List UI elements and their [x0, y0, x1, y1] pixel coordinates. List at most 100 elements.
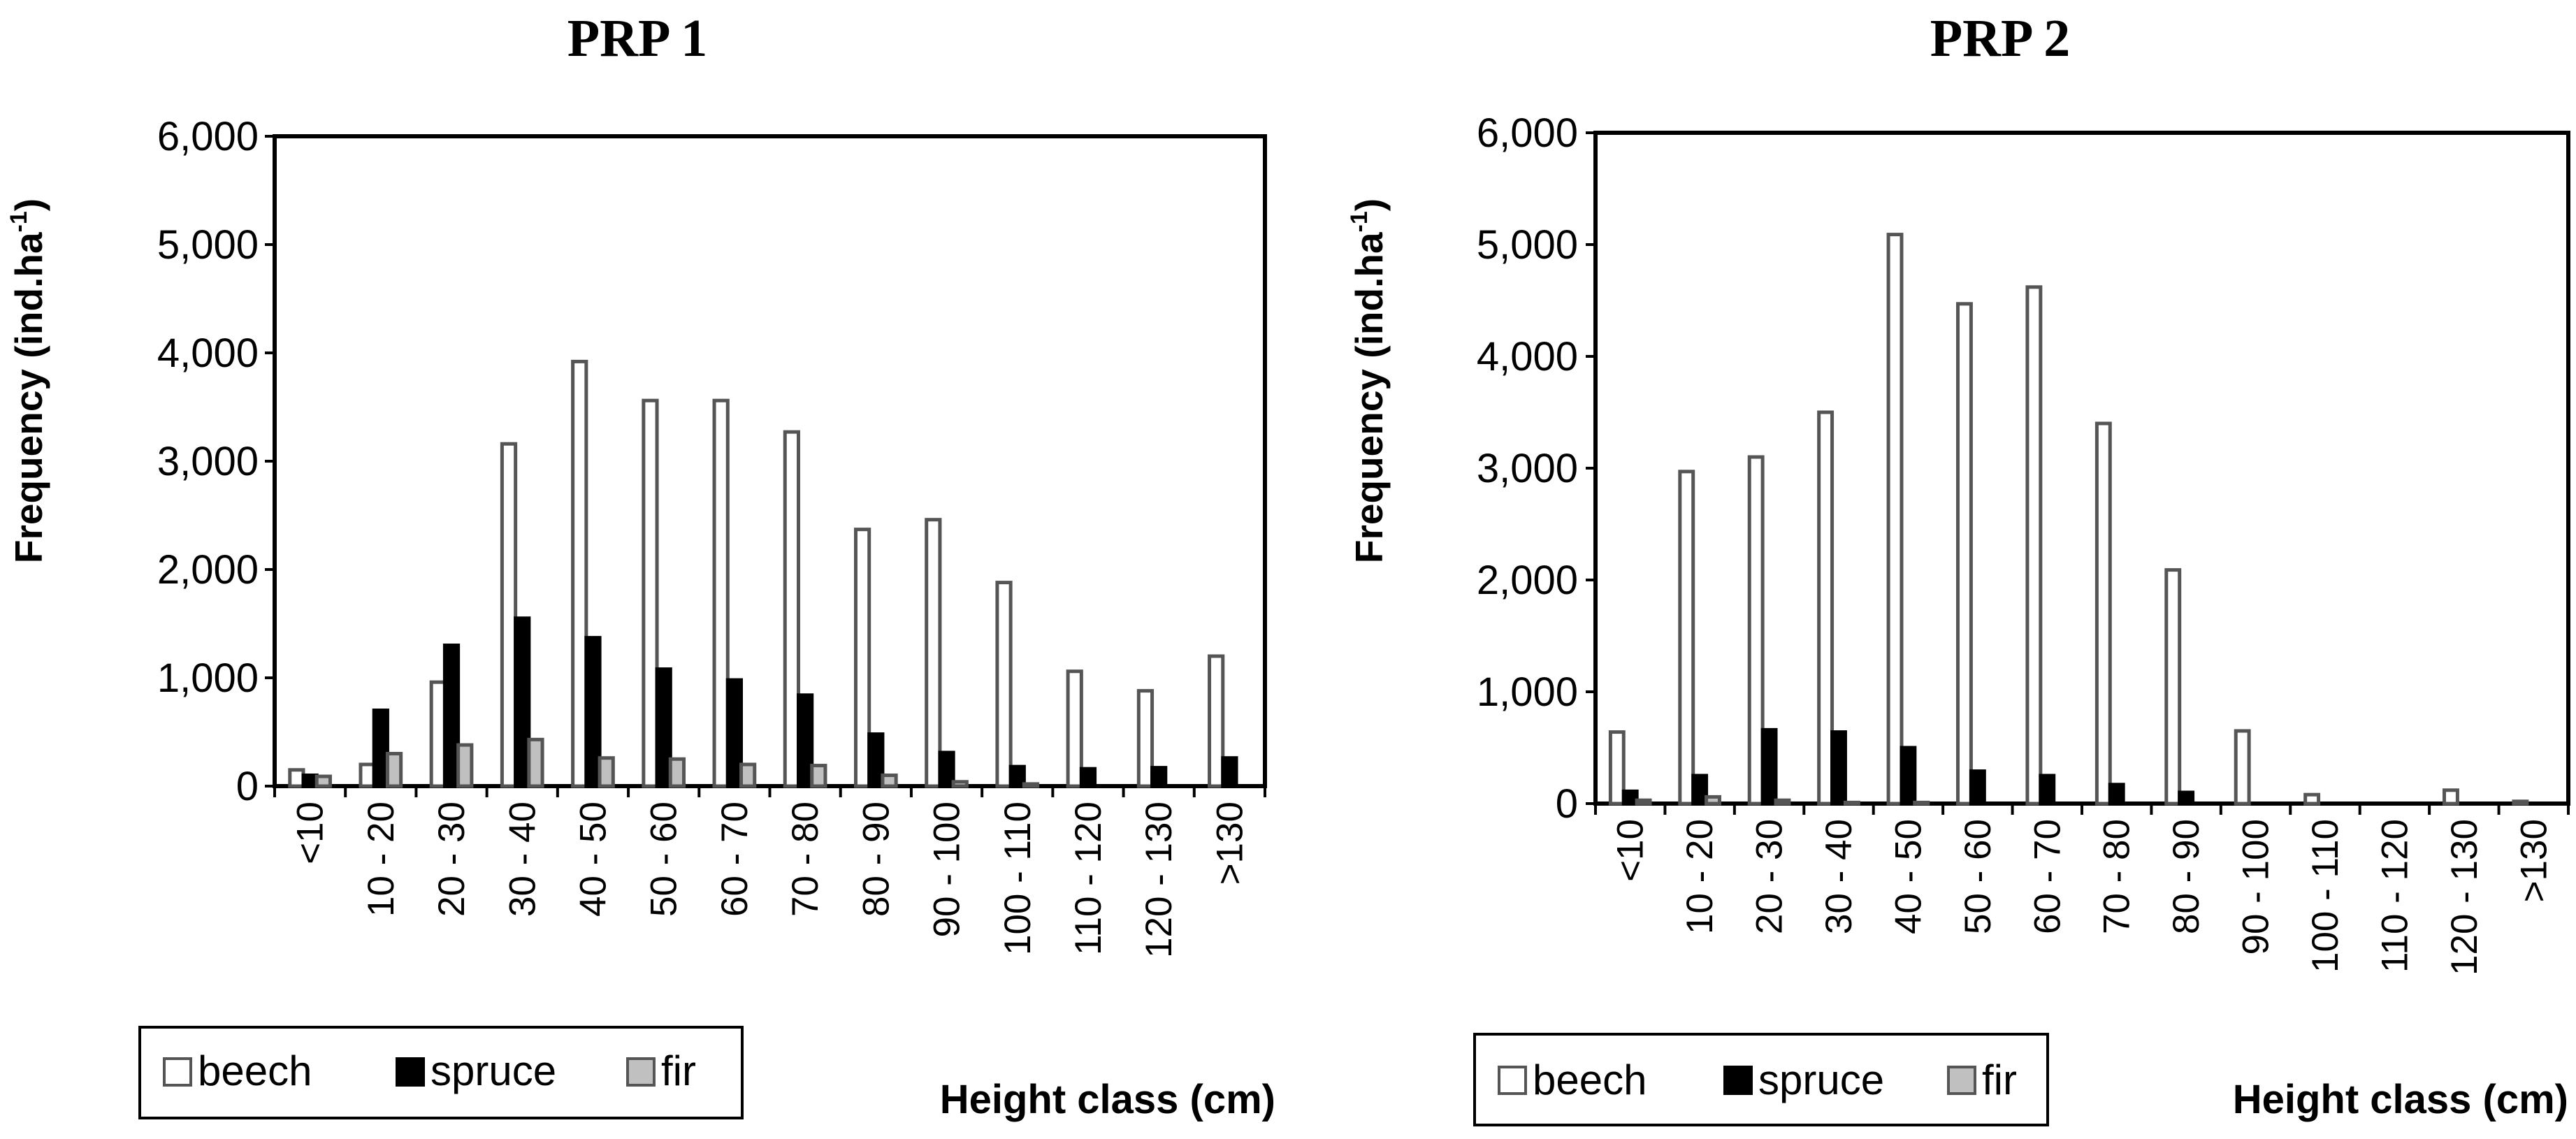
bar-spruce — [442, 644, 461, 788]
plot-frame — [273, 134, 1267, 788]
bar-beech — [2025, 285, 2043, 806]
legend-label-beech: beech — [198, 1047, 312, 1094]
legend-swatch-fir — [626, 1057, 656, 1087]
chart-panel-prp1: PRP 1 Frequency (ind.ha-1) 0 1,000 2,000 3,… — [6, 9, 1275, 1122]
bar-fir — [1774, 798, 1791, 806]
x-tick-label: 100 - 110 — [997, 801, 1039, 955]
x-axis-label: Height class (cm) — [940, 1077, 1275, 1122]
y-tick-label: 4,000 — [1477, 334, 1578, 379]
plot-area: 0 1,000 2,000 3,000 4,000 5,000 6,000 <10 10 - 2… — [1477, 110, 2570, 975]
bar-fir — [739, 762, 757, 788]
bar-spruce — [1760, 727, 1778, 806]
plot-frame — [1593, 131, 2570, 806]
bar-fir — [314, 774, 332, 788]
bar-spruce — [1691, 774, 1709, 806]
bar-spruce — [867, 732, 885, 788]
bar-fir — [1022, 782, 1040, 788]
x-tick-label: 40 - 50 — [572, 801, 614, 917]
bar-spruce — [372, 709, 389, 788]
bar-fir — [810, 764, 827, 788]
bar-beech — [288, 768, 305, 788]
bar-spruce — [584, 636, 602, 788]
legend-label-spruce: spruce — [430, 1047, 556, 1094]
x-tick-label: 80 - 90 — [2166, 819, 2207, 934]
svg-text:Frequency (ind.ha-1): Frequency (ind.ha-1) — [1346, 198, 1391, 563]
legend-label-beech: beech — [1533, 1057, 1647, 1103]
bar-beech — [783, 430, 800, 788]
bar-spruce — [1008, 764, 1026, 788]
bar-spruce — [2178, 790, 2195, 806]
y-axis-label-close: ) — [1347, 198, 1391, 211]
x-tick-label: 10 - 20 — [1679, 819, 1721, 934]
bar-spruce — [655, 667, 672, 788]
bar-spruce — [1079, 767, 1097, 788]
x-tick-label: 20 - 30 — [1749, 819, 1790, 934]
x-tick-label: <10 — [1610, 819, 1651, 882]
bar-beech — [1678, 470, 1695, 806]
bar-beech — [2303, 792, 2321, 806]
y-tick-label: 5,000 — [1477, 222, 1578, 268]
bar-beech — [1208, 654, 1225, 788]
x-tick-label: 110 - 120 — [1068, 801, 1109, 955]
y-axis-label: Frequency (ind.ha-1) — [1346, 198, 1391, 563]
bar-beech — [642, 398, 659, 788]
bar-beech — [2094, 421, 2112, 806]
x-tick-label: <10 — [290, 801, 331, 864]
bar-fir — [1635, 798, 1652, 806]
legend-label-fir: fir — [1982, 1057, 2017, 1103]
y-tick-label: 5,000 — [157, 222, 259, 268]
x-tick-label: >130 — [1209, 801, 1250, 885]
bar-fir — [527, 737, 544, 788]
legend-swatch-beech — [1498, 1066, 1527, 1095]
bar-beech — [2234, 729, 2251, 806]
x-tick-label: 40 - 50 — [1888, 819, 1929, 934]
x-tick-label: 120 - 130 — [2444, 819, 2485, 975]
chart-panel-prp2: PRP 2 Frequency (ind.ha-1) 0 1,000 2,000 3,… — [1346, 9, 2570, 1126]
bar-beech — [2512, 799, 2529, 806]
y-tick-label: 3,000 — [157, 439, 259, 484]
bar-spruce — [1900, 746, 1917, 806]
bar-beech — [1886, 233, 1904, 806]
bar-beech — [712, 398, 730, 788]
svg-text:Frequency (ind.ha-1): Frequency (ind.ha-1) — [6, 198, 50, 563]
bar-beech — [1608, 730, 1626, 806]
chart-title: PRP 1 — [567, 9, 708, 68]
bar-spruce — [514, 616, 531, 788]
bar-fir — [598, 756, 615, 788]
bar-spruce — [301, 774, 319, 788]
x-tick-label: 60 - 70 — [2027, 819, 2068, 934]
bar-beech — [925, 518, 942, 788]
y-axis-label-text: Frequency (ind.ha — [1347, 232, 1391, 563]
x-tick-label: 50 - 60 — [1958, 819, 1999, 934]
legend-label-spruce: spruce — [1758, 1057, 1884, 1103]
x-axis-label: Height class (cm) — [2233, 1077, 2568, 1122]
legend-swatch-spruce — [396, 1057, 425, 1087]
x-tick-label: 120 - 130 — [1138, 801, 1180, 958]
legend-label-fir: fir — [661, 1047, 696, 1094]
x-tick-label: 70 - 80 — [2097, 819, 2138, 934]
x-tick-label: 50 - 60 — [644, 801, 685, 917]
bar-spruce — [1969, 769, 1986, 806]
x-tick-label: 10 - 20 — [361, 801, 402, 917]
bar-beech — [1066, 669, 1083, 788]
bar-fir — [951, 780, 969, 788]
bar-fir — [456, 743, 474, 788]
bar-beech — [995, 581, 1013, 788]
bar-fir — [385, 752, 403, 788]
legend-swatch-spruce — [1723, 1066, 1753, 1095]
bar-beech — [1136, 689, 1155, 788]
y-axis-label-superscript: -1 — [6, 211, 32, 232]
y-tick-label: 4,000 — [157, 331, 259, 376]
y-tick-label: 2,000 — [1477, 558, 1578, 603]
y-tick-label: 0 — [236, 764, 259, 809]
y-axis-label-close: ) — [7, 198, 50, 211]
bar-spruce — [938, 750, 955, 788]
bar-spruce — [2039, 774, 2056, 806]
y-axis-label-superscript: -1 — [1346, 211, 1373, 232]
bar-beech — [359, 762, 376, 788]
x-tick-label: 90 - 100 — [927, 801, 968, 937]
y-tick-label: 2,000 — [157, 547, 259, 593]
y-tick-label: 3,000 — [1477, 446, 1578, 491]
y-tick-label: 1,000 — [157, 655, 259, 701]
y-tick-label: 1,000 — [1477, 669, 1578, 715]
